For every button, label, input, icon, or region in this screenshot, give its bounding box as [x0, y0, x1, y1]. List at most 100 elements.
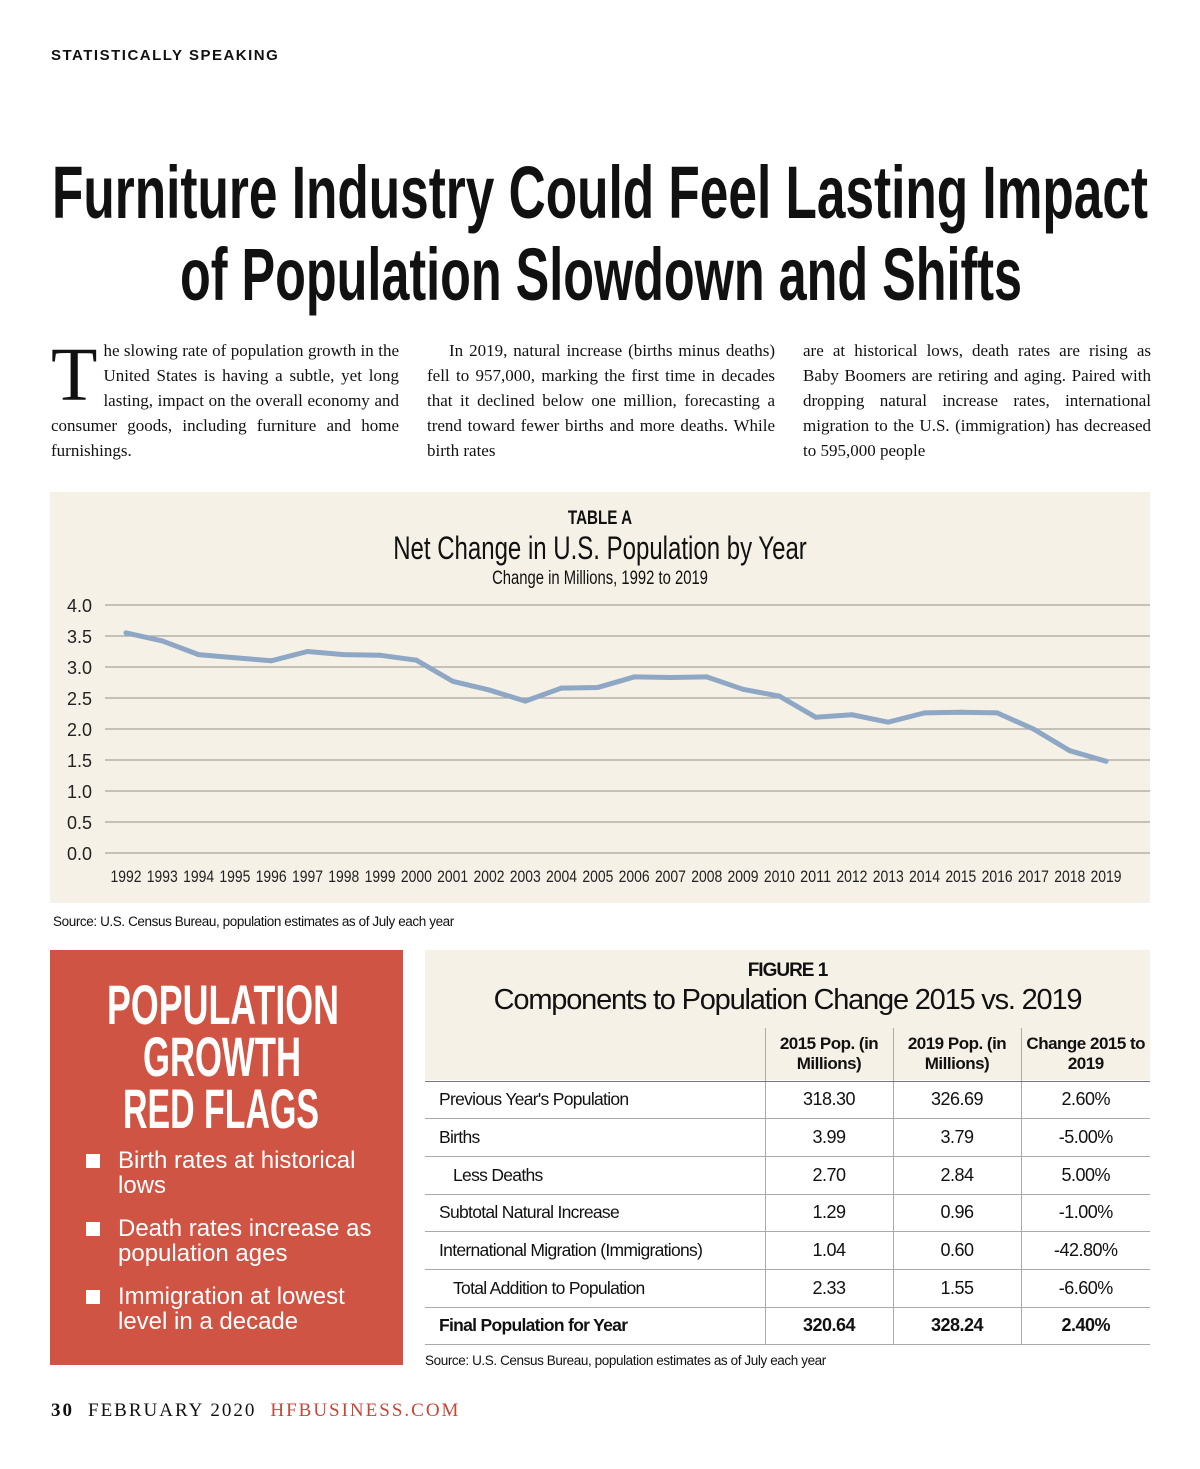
x-tick-label: 1995 — [219, 867, 250, 886]
table-row: Births 3.99 3.79 -5.00% — [425, 1118, 1150, 1157]
drop-cap: T — [51, 333, 98, 417]
data-point — [595, 684, 601, 690]
value-2019: 0.60 — [892, 1231, 1021, 1270]
column-header: Change 2015 to 2019 — [1020, 1028, 1150, 1082]
data-point — [994, 710, 1000, 716]
y-tick-label: 0.5 — [67, 813, 92, 833]
data-point — [522, 698, 528, 704]
value-2019: 0.96 — [892, 1194, 1021, 1233]
chart-subtitle: Change in Millions, 1992 to 2019 — [492, 568, 708, 589]
data-point — [1103, 758, 1109, 764]
data-point — [341, 652, 347, 658]
x-tick-label: 2015 — [945, 867, 976, 886]
list-item: Birth rates at historical lows — [86, 1148, 389, 1198]
data-point — [304, 649, 310, 654]
data-point — [450, 678, 456, 684]
row-label: Total Addition to Population — [425, 1269, 765, 1308]
value-2019: 2.84 — [892, 1156, 1021, 1195]
x-tick-label: 1992 — [111, 867, 142, 886]
y-tick-label: 2.5 — [67, 689, 92, 709]
change-value: 2.40% — [1020, 1307, 1150, 1346]
x-tick-label: 2014 — [909, 867, 940, 886]
figure-title: Components to Population Change 2015 vs.… — [493, 984, 1083, 1016]
value-2015: 320.64 — [764, 1307, 893, 1346]
data-point — [849, 712, 855, 718]
y-tick-label: 3.5 — [67, 627, 92, 647]
x-tick-label: 2006 — [619, 867, 650, 886]
website-link[interactable]: HFBUSINESS.COM — [270, 1400, 461, 1421]
value-2019: 328.24 — [892, 1307, 1021, 1346]
table-row: Less Deaths 2.70 2.84 5.00% — [425, 1156, 1150, 1195]
table-row: Final Population for Year 320.64 328.24 2.4… — [425, 1307, 1150, 1346]
x-tick-label: 2013 — [873, 867, 904, 886]
data-point — [667, 675, 673, 681]
change-value: -42.80% — [1020, 1231, 1150, 1270]
headline-line-1: Furniture Industry Could Feel Lasting Im… — [52, 151, 1148, 234]
y-tick-label: 1.5 — [67, 751, 92, 771]
header-text: 2019 Pop. (in Millions) — [907, 1034, 1007, 1074]
page-footer: 30 FEBRUARY 2020 HFBUSINESS.COM — [51, 1400, 460, 1422]
data-point — [559, 685, 565, 691]
x-tick-label: 2018 — [1054, 867, 1085, 886]
table-row: Total Addition to Population 2.33 1.55 -6.6… — [425, 1269, 1150, 1308]
y-tick-label: 1.0 — [67, 782, 92, 802]
y-tick-label: 4.0 — [67, 596, 92, 616]
row-label: Births — [425, 1118, 765, 1157]
x-tick-label: 1996 — [256, 867, 287, 886]
x-tick-label: 1993 — [147, 867, 178, 886]
y-tick-label: 2.0 — [67, 720, 92, 740]
data-point — [958, 709, 964, 715]
value-2019: 326.69 — [892, 1081, 1021, 1120]
change-value: -5.00% — [1020, 1118, 1150, 1157]
x-tick-label: 1998 — [328, 867, 359, 886]
x-tick-label: 2012 — [836, 867, 867, 886]
x-tick-label: 2010 — [764, 867, 795, 886]
square-bullet-icon — [86, 1222, 100, 1236]
change-value: -1.00% — [1020, 1194, 1150, 1233]
change-value: -6.60% — [1020, 1269, 1150, 1308]
data-point — [740, 686, 746, 692]
y-tick-label: 0.0 — [67, 844, 92, 864]
data-point — [631, 674, 637, 680]
figure-source: Source: U.S. Census Bureau, population e… — [425, 1353, 826, 1369]
y-tick-label: 3.0 — [67, 658, 92, 678]
column-header: 2019 Pop. (in Millions) — [892, 1028, 1021, 1082]
data-point — [123, 630, 129, 636]
row-label: Subtotal Natural Increase — [425, 1194, 765, 1233]
x-tick-label: 2016 — [982, 867, 1013, 886]
change-value: 2.60% — [1020, 1081, 1150, 1120]
series-line — [123, 630, 1109, 764]
change-value: 5.00% — [1020, 1156, 1150, 1195]
data-point — [813, 714, 819, 720]
title-line: RED FLAGS — [123, 1077, 319, 1134]
list-item: Immigration at lowest level in a decade — [86, 1284, 389, 1334]
x-tick-label: 2007 — [655, 867, 686, 886]
row-label: Final Population for Year — [425, 1307, 765, 1346]
x-tick-label: 2011 — [800, 867, 831, 886]
chart-source: Source: U.S. Census Bureau, population e… — [53, 914, 454, 929]
red-flags-title: POPULATION GROWTH RED FLAGS — [107, 974, 339, 1134]
x-tick-label: 2000 — [401, 867, 432, 886]
x-tick-label: 2005 — [582, 867, 613, 886]
components-table: 2015 Pop. (in Millions) 2019 Pop. (in Mi… — [425, 1028, 1150, 1346]
row-label: Less Deaths — [425, 1156, 765, 1195]
x-tick-label: 2004 — [546, 867, 577, 886]
list-item-text: Death rates increase as population ages — [118, 1215, 372, 1267]
value-2015: 318.30 — [764, 1081, 893, 1120]
row-label: Previous Year's Population — [425, 1081, 765, 1120]
column-2: In 2019, natural increase (births minus … — [427, 341, 775, 460]
table-row: International Migration (Immigrations) 1.… — [425, 1231, 1150, 1270]
red-flags-list: Birth rates at historical lows Death rat… — [86, 1148, 403, 1334]
headline-line-2: of Population Slowdown and Shifts — [180, 233, 1022, 316]
table-row: Subtotal Natural Increase 1.29 0.96 -1.00% — [425, 1194, 1150, 1233]
title-line: GROWTH — [143, 1025, 301, 1088]
x-tick-label: 2001 — [437, 867, 468, 886]
value-2015: 3.99 — [764, 1118, 893, 1157]
data-point — [232, 655, 238, 661]
data-point — [159, 638, 165, 644]
value-2015: 2.70 — [764, 1156, 893, 1195]
column-header — [425, 1028, 765, 1082]
figure-body: 2015 Pop. (in Millions) 2019 Pop. (in Mi… — [425, 1028, 1150, 1368]
